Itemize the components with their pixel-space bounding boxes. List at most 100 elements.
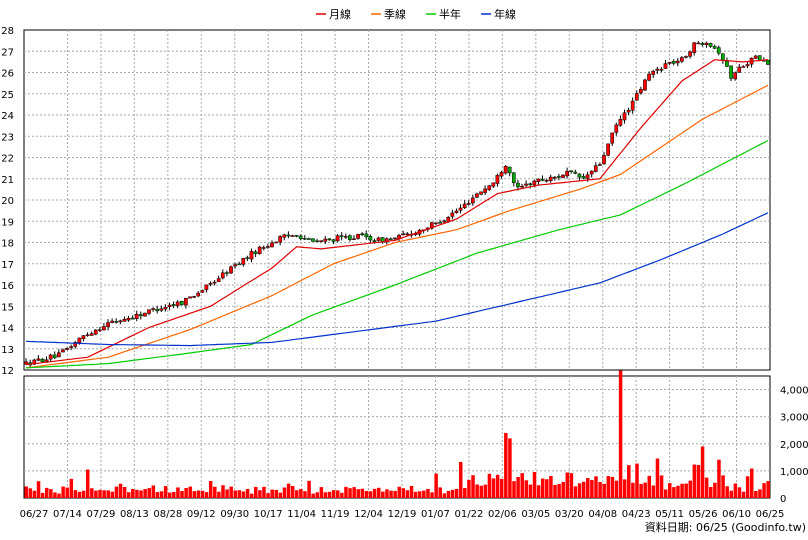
volume-bar	[49, 489, 53, 498]
candle-body	[647, 73, 651, 81]
x-tick-label: 05/11	[655, 509, 684, 520]
x-tick-label: 01/22	[454, 509, 483, 520]
volume-bar	[254, 486, 258, 498]
candle-body	[270, 242, 274, 248]
volume-bar	[172, 491, 176, 498]
volume-bar	[610, 476, 615, 498]
volume-bar	[549, 475, 553, 498]
candle-body	[716, 47, 721, 54]
candle-body	[577, 173, 582, 178]
candle-body	[237, 263, 242, 266]
volume-bar	[102, 490, 106, 498]
candle-body	[253, 251, 258, 254]
volume-bar	[520, 473, 524, 498]
volume-bar	[524, 480, 529, 498]
volume-bar	[696, 465, 701, 498]
volume-bar	[110, 491, 115, 498]
y-tick-label: 18	[1, 239, 14, 250]
volume-bar	[139, 490, 143, 498]
volume-tick-label: 4,000	[780, 386, 808, 397]
volume-bar	[586, 478, 590, 498]
volume-bar	[729, 490, 734, 498]
candle-body	[61, 349, 65, 353]
candle-body	[212, 281, 217, 284]
volume-bar	[221, 485, 225, 498]
candle-body	[184, 298, 188, 306]
candle-body	[561, 174, 565, 178]
candle-body	[200, 290, 205, 293]
candle-body	[495, 175, 500, 184]
volume-bar	[614, 480, 619, 498]
candle-body	[528, 183, 533, 186]
candle-body	[36, 358, 41, 361]
data-source-label: 資料日期: 06/25 (Goodinfo.tw)	[645, 520, 806, 534]
volume-bar	[577, 483, 582, 498]
candle-body	[143, 312, 147, 317]
candle-body	[548, 176, 553, 182]
candle-body	[73, 342, 78, 347]
volume-bar	[725, 486, 729, 498]
volume-bar	[561, 481, 565, 498]
volume-bar	[655, 458, 660, 498]
candle-body	[348, 235, 352, 240]
candle-body	[44, 359, 49, 362]
volume-bar	[131, 488, 135, 498]
candle-body	[339, 235, 344, 238]
volume-bar	[299, 489, 303, 498]
candle-body	[298, 235, 303, 239]
y-tick-label: 17	[1, 260, 14, 271]
x-tick-label: 02/06	[488, 509, 517, 520]
candle-body	[249, 251, 254, 260]
volume-bar	[413, 491, 418, 498]
y-tick-label: 12	[1, 366, 14, 377]
candle-body	[565, 170, 569, 177]
volume-bar	[532, 472, 537, 498]
candle-body	[179, 301, 184, 305]
candle-body	[352, 238, 356, 241]
volume-bar	[241, 491, 246, 498]
candle-body	[643, 79, 647, 91]
volume-bar	[397, 486, 401, 498]
candle-body	[319, 240, 324, 242]
y-tick-label: 16	[1, 281, 14, 292]
x-tick-label: 09/12	[187, 509, 216, 520]
candle-body	[151, 308, 155, 310]
volume-bar	[213, 486, 217, 498]
candle-body	[618, 119, 623, 126]
volume-tick-label: 3,000	[780, 413, 808, 424]
volume-bar	[590, 479, 594, 498]
volume-bar	[77, 491, 82, 498]
candle-body	[225, 272, 229, 274]
volume-bar	[356, 489, 361, 498]
candle-body	[323, 238, 328, 242]
candle-body	[102, 326, 106, 331]
volume-bar	[368, 491, 373, 498]
candle-body	[483, 188, 487, 193]
volume-bar	[401, 488, 406, 498]
volume-bar	[573, 486, 578, 498]
volume-bar	[364, 491, 369, 498]
volume-bar	[258, 490, 262, 498]
volume-bar	[114, 486, 119, 498]
volume-bar	[454, 488, 459, 498]
volume-bar	[348, 488, 352, 498]
volume-bar	[200, 490, 205, 498]
volume-bar	[323, 492, 328, 498]
volume-bar	[28, 488, 33, 498]
volume-bar	[733, 483, 738, 498]
volume-bar	[65, 487, 69, 498]
volume-bar	[504, 432, 508, 498]
candle-body	[327, 238, 332, 241]
candle-body	[680, 57, 684, 62]
x-tick-label: 01/07	[421, 509, 450, 520]
volume-bar	[163, 486, 168, 498]
candle-body	[274, 241, 278, 244]
candle-body	[245, 257, 250, 259]
candle-body	[712, 46, 717, 49]
volume-bar	[713, 482, 717, 498]
candle-body	[692, 42, 697, 53]
volume-bar	[180, 490, 184, 498]
volume-bar	[282, 487, 287, 498]
candle-body	[659, 69, 664, 71]
